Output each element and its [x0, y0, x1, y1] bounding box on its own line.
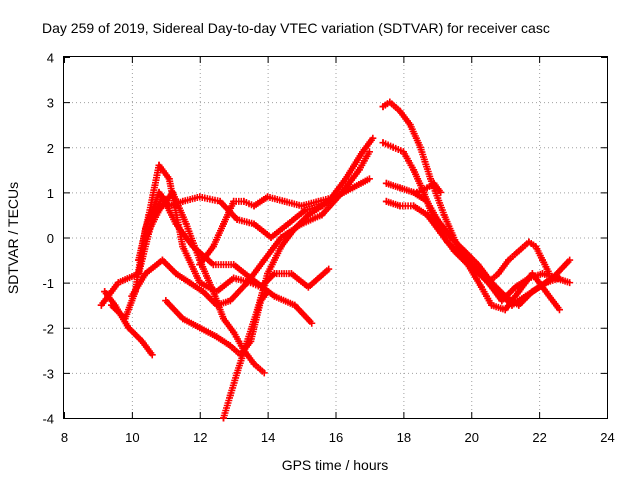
sdtvar-chart: 8 10 12 14 16 18 20 22 24-4-3-2-101234 Day 259 o… — [0, 0, 640, 480]
x-axis-label: GPS time / hours — [282, 457, 389, 473]
y-tick-label: -2 — [42, 321, 54, 336]
y-tick-label: 1 — [47, 186, 54, 201]
y-tick-label: 4 — [47, 51, 54, 66]
y-tick-label: -3 — [42, 366, 54, 381]
x-tick-label: 12 — [193, 430, 207, 445]
x-tick-label: 24 — [600, 430, 614, 445]
x-tick-label: 8 — [61, 430, 68, 445]
x-tick-label: 22 — [532, 430, 546, 445]
y-axis-label: SDTVAR / TECUs — [5, 182, 21, 294]
y-tick-label: 3 — [47, 96, 54, 111]
x-tick-label: 18 — [397, 430, 411, 445]
series-trail — [135, 162, 330, 295]
chart-title: Day 259 of 2019, Sidereal Day-to-day VTE… — [42, 20, 550, 36]
series-s8 — [196, 175, 373, 268]
series-trail — [485, 239, 552, 287]
series-s4 — [135, 162, 332, 295]
x-tick-label: 16 — [329, 430, 343, 445]
axis-ticks: 8 10 12 14 16 18 20 22 24-4-3-2-101234 — [42, 51, 614, 446]
series-trail — [196, 177, 370, 269]
x-tick-label: 10 — [125, 430, 139, 445]
y-tick-label: -1 — [42, 276, 54, 291]
series-trail — [101, 288, 154, 356]
data-series — [98, 99, 573, 422]
x-tick-label: 14 — [261, 430, 275, 445]
x-tick-label: 20 — [465, 430, 479, 445]
series-s2 — [101, 288, 156, 358]
y-tick-label: 2 — [47, 141, 54, 156]
y-tick-label: -4 — [42, 412, 54, 427]
y-tick-label: 0 — [47, 231, 54, 246]
series-s14 — [485, 239, 553, 287]
